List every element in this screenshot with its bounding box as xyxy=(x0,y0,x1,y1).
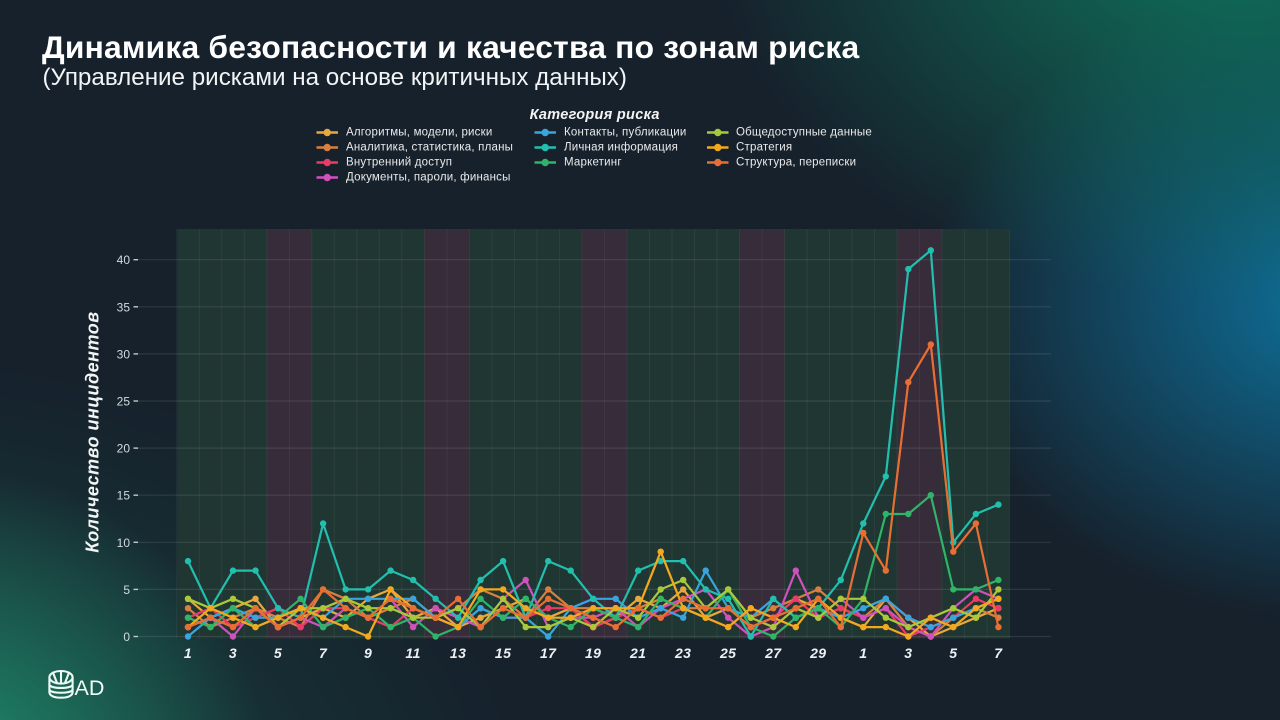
svg-text:15: 15 xyxy=(495,645,511,661)
svg-text:20: 20 xyxy=(117,442,131,456)
svg-text:25: 25 xyxy=(117,395,131,409)
svg-text:Общедоступные данные: Общедоступные данные xyxy=(736,127,872,139)
svg-text:3: 3 xyxy=(229,645,237,661)
svg-text:30: 30 xyxy=(117,347,131,361)
svg-text:17: 17 xyxy=(540,645,557,661)
svg-text:Стратегия: Стратегия xyxy=(736,142,792,154)
svg-text:Алгоритмы, модели, риски: Алгоритмы, модели, риски xyxy=(346,127,493,139)
svg-text:Аналитика, статистика, планы: Аналитика, статистика, планы xyxy=(346,142,513,154)
svg-text:11: 11 xyxy=(405,645,420,661)
svg-text:1: 1 xyxy=(184,645,192,661)
svg-text:0: 0 xyxy=(123,630,130,644)
svg-text:Маркетинг: Маркетинг xyxy=(564,157,622,169)
svg-text:3: 3 xyxy=(904,645,912,661)
svg-text:Личная информация: Личная информация xyxy=(564,142,678,154)
svg-text:Внутренний доступ: Внутренний доступ xyxy=(346,157,452,169)
svg-text:AD: AD xyxy=(75,676,105,700)
svg-text:Категория риска: Категория риска xyxy=(530,107,660,123)
svg-text:19: 19 xyxy=(585,645,601,661)
svg-text:15: 15 xyxy=(117,489,131,503)
svg-text:Документы, пароли, финансы: Документы, пароли, финансы xyxy=(346,172,511,184)
svg-text:Контакты, публикации: Контакты, публикации xyxy=(564,127,687,139)
svg-text:Структура, переписки: Структура, переписки xyxy=(736,157,856,169)
svg-text:23: 23 xyxy=(674,645,691,661)
svg-text:5: 5 xyxy=(123,583,130,597)
svg-text:7: 7 xyxy=(319,645,328,661)
svg-text:40: 40 xyxy=(117,253,131,267)
svg-text:35: 35 xyxy=(117,300,131,314)
svg-text:5: 5 xyxy=(949,645,957,661)
svg-text:13: 13 xyxy=(450,645,466,661)
svg-text:9: 9 xyxy=(364,645,372,661)
svg-text:27: 27 xyxy=(764,645,782,661)
svg-text:25: 25 xyxy=(719,645,736,661)
svg-text:7: 7 xyxy=(994,645,1003,661)
svg-text:10: 10 xyxy=(117,536,131,550)
svg-text:1: 1 xyxy=(859,645,867,661)
svg-text:Количество инцидентов: Количество инцидентов xyxy=(83,311,103,552)
svg-text:21: 21 xyxy=(629,645,646,661)
svg-text:5: 5 xyxy=(274,645,282,661)
svg-text:29: 29 xyxy=(809,645,826,661)
